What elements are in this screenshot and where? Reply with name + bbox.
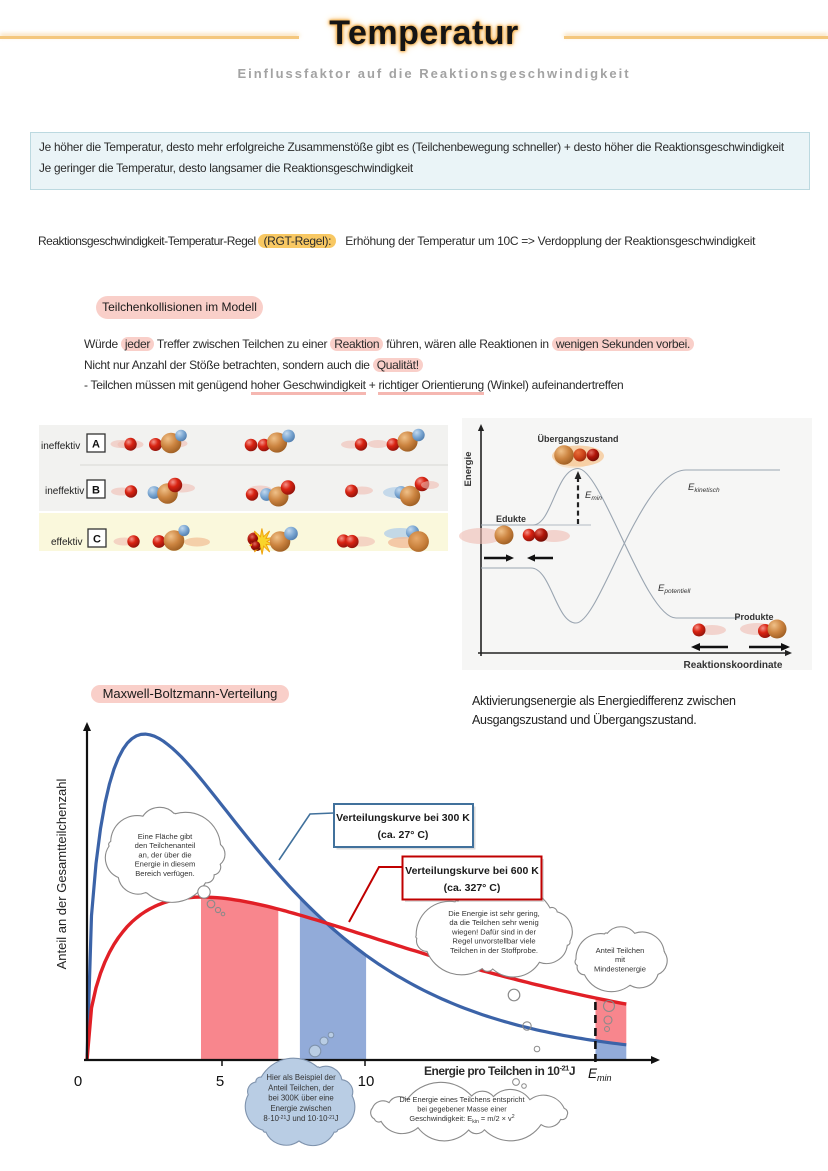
svg-text:Teilchen in der Stoffprobe.: Teilchen in der Stoffprobe. xyxy=(450,946,538,955)
svg-text:Anteil an der Gesamtteilchenza: Anteil an der Gesamtteilchenzahl xyxy=(54,779,69,970)
svg-text:an, der über die: an, der über die xyxy=(138,850,191,859)
svg-text:ineffektiv: ineffektiv xyxy=(45,486,84,497)
svg-text:5: 5 xyxy=(216,1073,224,1090)
svg-text:bei 300K über eine: bei 300K über eine xyxy=(268,1094,333,1103)
svg-text:(ca. 27° C): (ca. 27° C) xyxy=(378,829,429,841)
svg-text:Anteil Teilchen, der: Anteil Teilchen, der xyxy=(268,1083,334,1092)
svg-text:Produkte: Produkte xyxy=(734,612,773,622)
svg-text:Die Energie ist sehr gering,: Die Energie ist sehr gering, xyxy=(448,909,540,918)
svg-text:Energie: Energie xyxy=(463,452,474,487)
svg-text:wiegen! Dafür sind in der: wiegen! Dafür sind in der xyxy=(451,927,536,936)
svg-text:Bereich verfügen.: Bereich verfügen. xyxy=(135,869,195,878)
svg-text:C: C xyxy=(93,534,101,546)
svg-text:Übergangszustand: Übergangszustand xyxy=(537,434,618,444)
svg-text:B: B xyxy=(92,485,100,497)
svg-text:Die Energie eines Teilchens en: Die Energie eines Teilchens entspricht xyxy=(399,1095,524,1104)
svg-text:Emin: Emin xyxy=(588,1066,612,1083)
svg-text:den Teilchenanteil: den Teilchenanteil xyxy=(135,841,196,850)
svg-text:Eine Fläche gibt: Eine Fläche gibt xyxy=(138,832,193,841)
svg-text:Mindestenergie: Mindestenergie xyxy=(594,964,646,973)
svg-text:Verteilungskurve bei 600 K: Verteilungskurve bei 600 K xyxy=(405,865,539,877)
svg-text:A: A xyxy=(92,439,100,451)
svg-text:Regel unvorstellbar viele: Regel unvorstellbar viele xyxy=(452,937,535,946)
svg-text:Energie zwischen: Energie zwischen xyxy=(270,1104,331,1113)
svg-text:da die Teilchen sehr wenig: da die Teilchen sehr wenig xyxy=(449,918,538,927)
svg-text:Edukte: Edukte xyxy=(496,514,526,524)
svg-text:ineffektiv: ineffektiv xyxy=(41,441,80,452)
svg-text:(ca. 327° C): (ca. 327° C) xyxy=(444,882,501,894)
svg-text:Hier als Beispiel der: Hier als Beispiel der xyxy=(266,1073,336,1082)
svg-text:mit: mit xyxy=(615,955,626,964)
svg-text:Energie in diesem: Energie in diesem xyxy=(135,860,196,869)
svg-text:effektiv: effektiv xyxy=(51,537,83,548)
svg-text:Anteil Teilchen: Anteil Teilchen xyxy=(596,946,645,955)
svg-text:Geschwindigkeit: Ekin = m/2 ×: Geschwindigkeit: Ekin = m/2 × v2 xyxy=(409,1114,514,1125)
svg-text:Reaktionskoordinate: Reaktionskoordinate xyxy=(684,660,783,671)
svg-text:Verteilungskurve bei 300 K: Verteilungskurve bei 300 K xyxy=(336,812,470,824)
svg-text:8·10-21J und 10·10-21J: 8·10-21J und 10·10-21J xyxy=(263,1114,338,1123)
svg-text:0: 0 xyxy=(74,1073,82,1090)
svg-text:10: 10 xyxy=(358,1073,375,1090)
svg-text:Energie pro Teilchen in 10-21J: Energie pro Teilchen in 10-21J xyxy=(424,1064,575,1079)
svg-text:bei gegebener Masse einer: bei gegebener Masse einer xyxy=(417,1105,507,1114)
